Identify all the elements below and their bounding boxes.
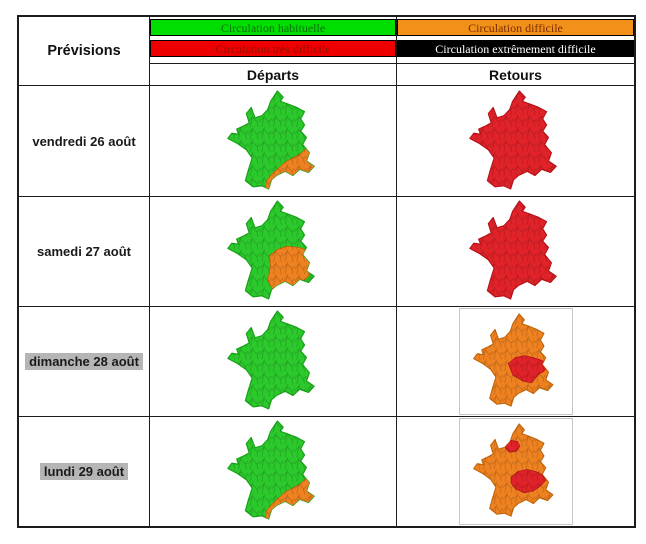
map-cell-retours-samedi xyxy=(397,197,634,307)
france-map-svg xyxy=(469,200,557,300)
map-cell-departs-lundi xyxy=(150,417,397,526)
map-cell-retours-dimanche xyxy=(397,307,634,417)
france-map-svg xyxy=(473,313,554,407)
row-date-label: lundi 29 août xyxy=(39,463,129,480)
france-map-departs-vendredi xyxy=(225,89,322,193)
column-header-departs: Départs xyxy=(150,64,397,86)
retours-label: Retours xyxy=(489,66,542,83)
map-cell-retours-vendredi xyxy=(397,86,634,197)
date-cell-vendredi: vendredi 26 août xyxy=(19,86,150,197)
legend-bar-extremement-difficile: Circulation extrêmement difficile xyxy=(397,40,634,57)
france-map-retours-samedi xyxy=(467,200,564,303)
france-map-retours-dimanche xyxy=(458,308,573,415)
france-map-svg xyxy=(226,89,315,189)
row-date-label: vendredi 26 août xyxy=(32,133,136,149)
legend-bar-tres-difficile: Circulation très difficile xyxy=(150,40,396,57)
map-cell-departs-vendredi xyxy=(150,86,397,197)
legend-bar-difficile: Circulation difficile xyxy=(397,19,634,36)
france-map-svg xyxy=(226,200,315,300)
legend-label-difficile: Circulation difficile xyxy=(468,20,563,35)
previsions-header-cell: Prévisions xyxy=(19,17,150,86)
legend-cell-left: Circulation habituelle Circulation très … xyxy=(150,17,397,64)
legend-label-habituelle: Circulation habituelle xyxy=(220,20,326,35)
departs-label: Départs xyxy=(246,66,300,83)
date-cell-lundi: lundi 29 août xyxy=(19,417,150,526)
map-cell-departs-samedi xyxy=(150,197,397,307)
france-map-svg xyxy=(226,420,315,520)
date-cell-samedi: samedi 27 août xyxy=(19,197,150,307)
row-date-label: dimanche 28 août xyxy=(25,353,143,370)
france-map-retours-vendredi xyxy=(467,89,564,193)
france-map-departs-dimanche xyxy=(225,310,322,413)
legend-label-extremement-difficile: Circulation extrêmement difficile xyxy=(435,41,596,56)
france-map-departs-samedi xyxy=(225,200,322,303)
row-date-label: samedi 27 août xyxy=(37,244,131,259)
france-map-svg xyxy=(469,89,557,189)
france-map-svg xyxy=(473,423,554,517)
date-cell-dimanche: dimanche 28 août xyxy=(19,307,150,417)
legend-label-tres-difficile: Circulation très difficile xyxy=(215,41,331,56)
previsions-title: Prévisions xyxy=(47,43,121,59)
legend-bar-habituelle: Circulation habituelle xyxy=(150,19,396,36)
france-map-svg xyxy=(226,310,315,410)
france-map-departs-lundi xyxy=(225,420,322,523)
map-cell-retours-lundi xyxy=(397,417,634,526)
legend-cell-right: Circulation difficile Circulation extrêm… xyxy=(397,17,634,64)
forecast-table: Prévisions Circulation habituelle Circul… xyxy=(17,15,636,528)
map-cell-departs-dimanche xyxy=(150,307,397,417)
france-map-retours-lundi xyxy=(458,418,573,525)
column-header-retours: Retours xyxy=(397,64,634,86)
